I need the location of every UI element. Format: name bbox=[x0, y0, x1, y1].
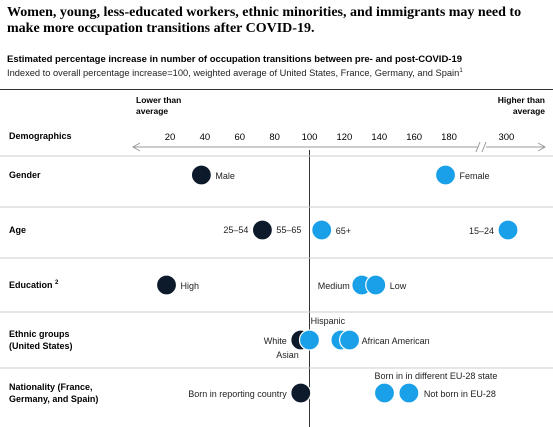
point-label-female: Female bbox=[460, 171, 490, 181]
row-label-ethnic-2: (United States) bbox=[9, 341, 73, 351]
row-label-education: Education bbox=[9, 280, 53, 290]
dot-15-24 bbox=[497, 219, 519, 241]
lower-than-average-label: Lower than bbox=[136, 95, 181, 105]
point-label-15-24: 15–24 bbox=[469, 226, 494, 236]
demographics-header: Demographics bbox=[9, 131, 72, 141]
x-tick-80: 80 bbox=[269, 132, 280, 143]
point-label-not-born-in-eu-28: Not born in EU-28 bbox=[424, 389, 496, 399]
x-tick-100: 100 bbox=[302, 132, 318, 143]
x-tick-60: 60 bbox=[234, 132, 245, 143]
point-label-hispanic: Hispanic bbox=[311, 316, 346, 326]
point-label-medium: Medium bbox=[318, 281, 350, 291]
dot-born-in-in-different-eu-28-state bbox=[373, 382, 396, 404]
point-label-asian: Asian bbox=[276, 350, 299, 360]
higher-than-average-label-2: average bbox=[513, 106, 545, 116]
point-label-25-54: 25–54 bbox=[223, 225, 248, 235]
point-label-white: White bbox=[264, 336, 287, 346]
axis-arrow-right bbox=[537, 142, 547, 152]
point-label-born-in-reporting-country: Born in reporting country bbox=[188, 389, 287, 399]
dot-african-american bbox=[339, 329, 361, 351]
lower-than-average-label-2: average bbox=[136, 106, 168, 116]
point-label-born-in-in-different-eu-28-state: Born in in different EU-28 state bbox=[374, 371, 497, 381]
subtitle-note-text: Indexed to overall percentage increase=1… bbox=[7, 68, 460, 79]
row-label-nationality-1: Nationality (France, bbox=[9, 382, 93, 392]
x-tick-160: 160 bbox=[406, 132, 422, 143]
dot-25-54 bbox=[251, 219, 274, 241]
dot-not-born-in-eu-28 bbox=[398, 382, 420, 404]
row-label-education-sup: 2 bbox=[55, 280, 59, 286]
axis-arrow-left bbox=[131, 142, 141, 152]
x-tick-20: 20 bbox=[165, 132, 176, 143]
dot-low bbox=[365, 274, 387, 296]
subtitle-footnote-mark: 1 bbox=[459, 68, 463, 74]
dot-high bbox=[155, 274, 178, 296]
dot-asian bbox=[298, 329, 321, 351]
dot-male bbox=[190, 164, 212, 186]
x-tick-40: 40 bbox=[200, 132, 211, 143]
x-tick-300: 300 bbox=[498, 132, 514, 143]
headline: Women, young, less-educated workers, eth… bbox=[7, 5, 522, 36]
row-label-gender: Gender bbox=[9, 170, 41, 180]
row-label-age: Age bbox=[9, 225, 26, 235]
dot-female bbox=[434, 164, 457, 186]
point-label-65: 65+ bbox=[336, 226, 351, 236]
top-rule bbox=[0, 89, 553, 90]
point-label-high: High bbox=[181, 281, 200, 291]
dot-born-in-reporting-country bbox=[290, 382, 312, 404]
row-label-ethnic-1: Ethnic groups bbox=[9, 329, 70, 339]
row-label-nationality-2: Germany, and Spain) bbox=[9, 394, 98, 404]
chart-subtitle: Estimated percentage increase in number … bbox=[7, 54, 463, 65]
higher-than-average-label: Higher than bbox=[498, 95, 545, 105]
x-tick-140: 140 bbox=[371, 132, 387, 143]
point-label-african-american: African American bbox=[362, 336, 430, 346]
axis-break-mark-1 bbox=[475, 141, 481, 153]
x-tick-120: 120 bbox=[336, 132, 352, 143]
axis-break-mark-2 bbox=[481, 141, 487, 153]
point-label-55-65: 55–65 bbox=[276, 225, 301, 235]
chart-subtitle-note: Indexed to overall percentage increase=1… bbox=[7, 68, 463, 78]
x-tick-180: 180 bbox=[441, 132, 457, 143]
point-label-male: Male bbox=[215, 171, 235, 181]
dot-65 bbox=[311, 219, 333, 241]
point-label-low: Low bbox=[390, 281, 407, 291]
